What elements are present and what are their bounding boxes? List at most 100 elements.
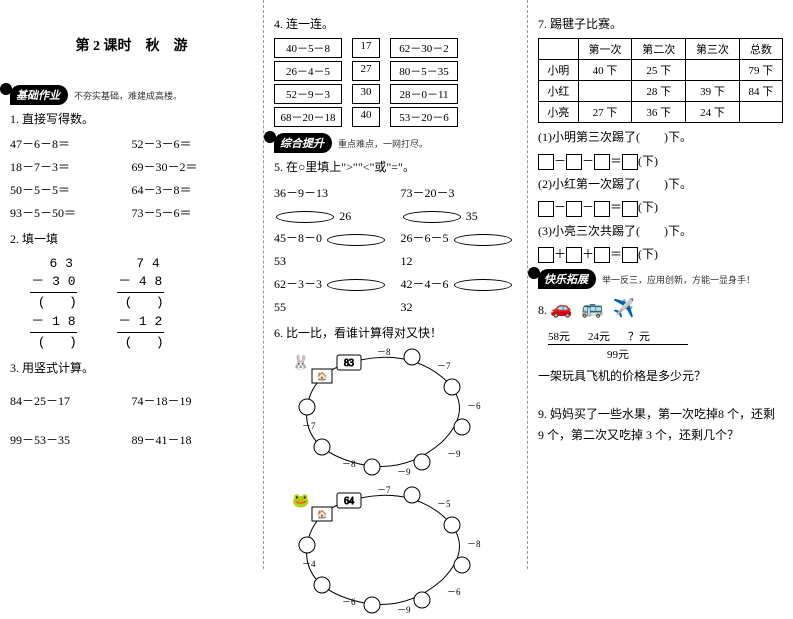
svg-text:🏠: 🏠 bbox=[317, 372, 327, 381]
svg-text:－9: －9 bbox=[397, 605, 411, 615]
table-row: 小明 40 下 25 下 79 下 bbox=[539, 60, 783, 81]
q4-box: 27 bbox=[352, 61, 380, 81]
q2-title: 2. 填一填 bbox=[10, 229, 253, 249]
q4-row: 68－20－18 40 53－20－6 bbox=[274, 107, 517, 127]
q4-title: 4. 连一连。 bbox=[274, 14, 517, 34]
q2-row: ( ) bbox=[30, 334, 77, 352]
q4-box: 28－0－11 bbox=[390, 84, 458, 104]
q3-grid: 84－25－17 74－18－19 99－53－35 89－41－18 bbox=[10, 382, 253, 459]
q4-box: 62－30－2 bbox=[390, 38, 458, 58]
q4-rows: 40－5－8 17 62－30－2 26－4－5 27 80－5－35 52－9… bbox=[274, 38, 517, 127]
q4-box: 80－5－35 bbox=[390, 61, 458, 81]
q2-left: 6 3 － 3 0 ( ) － 1 8 ( ) bbox=[30, 255, 77, 352]
q5-item: 73－20－3 35 bbox=[401, 182, 518, 228]
q6-chain-2: 64 🏠 －7－5－8 －6－9－6 －4 🐸 bbox=[282, 485, 517, 619]
q1-title: 1. 直接写得数。 bbox=[10, 109, 253, 129]
q4-row: 26－4－5 27 80－5－35 bbox=[274, 61, 517, 81]
section-basic: 基础作业 不夯实基础，难建成高楼。 bbox=[10, 85, 253, 105]
price: ？元 bbox=[628, 328, 650, 344]
q3-title: 3. 用竖式计算。 bbox=[10, 358, 253, 378]
svg-text:－7: －7 bbox=[302, 421, 316, 431]
sub-synth: 重点难点，一网打尽。 bbox=[338, 137, 428, 150]
th bbox=[539, 39, 579, 60]
sub-ext: 举一反三，应用创新，方能一显身手！ bbox=[602, 273, 755, 286]
q4-row: 52－9－3 30 28－0－11 bbox=[274, 84, 517, 104]
th: 第二次 bbox=[632, 39, 686, 60]
badge-basic: 基础作业 bbox=[10, 85, 68, 105]
q1-item: 93－5－50＝ bbox=[10, 202, 132, 225]
q2-row: ( ) bbox=[30, 294, 77, 312]
q2-row: － 1 2 bbox=[117, 313, 164, 331]
q4-box: 26－4－5 bbox=[274, 61, 342, 81]
q3-item: 99－53－35 bbox=[10, 421, 132, 459]
q3-item: 84－25－17 bbox=[10, 382, 132, 420]
td: 24 下 bbox=[686, 102, 740, 123]
q7-sub3: (3)小亮三次共踢了( )下。 bbox=[538, 221, 783, 241]
q4-box: 52－9－3 bbox=[274, 84, 342, 104]
start-value: 64 bbox=[344, 496, 354, 507]
td: 小明 bbox=[539, 60, 579, 81]
q5-rows: 36－9－13 2673－20－3 35 45－8－0 5326－6－5 12 … bbox=[274, 182, 517, 319]
badge-ext: 快乐拓展 bbox=[538, 269, 596, 289]
rule bbox=[117, 332, 164, 333]
q2-row: 7 4 bbox=[117, 255, 164, 273]
td: 小亮 bbox=[539, 102, 579, 123]
column-1: 第 2 课时 秋 游 基础作业 不夯实基础，难建成高楼。 1. 直接写得数。 4… bbox=[0, 0, 264, 569]
q5-item: 42－4－6 32 bbox=[401, 273, 518, 319]
section-ext: 快乐拓展 举一反三，应用创新，方能一显身手！ bbox=[538, 269, 783, 289]
table-row: 小亮 27 下 36 下 24 下 bbox=[539, 102, 783, 123]
table-row: 第一次 第二次 第三次 总数 bbox=[539, 39, 783, 60]
q4-box: 53－20－6 bbox=[390, 107, 458, 127]
q2-row: ( ) bbox=[117, 294, 164, 312]
section-synth: 综合提升 重点难点，一网打尽。 bbox=[274, 133, 517, 153]
start-value: 83 bbox=[344, 358, 354, 369]
q7-eq1: －－＝(下) bbox=[538, 152, 783, 170]
plane-icon: ✈️ bbox=[613, 298, 635, 318]
q4-box: 30 bbox=[352, 84, 380, 104]
td: 79 下 bbox=[739, 60, 782, 81]
bus-icon: 🚌 bbox=[581, 298, 603, 318]
svg-text:－7: －7 bbox=[437, 361, 451, 371]
svg-text:－9: －9 bbox=[397, 467, 411, 477]
q1-item: 47－6－8＝ bbox=[10, 133, 132, 156]
badge-synth: 综合提升 bbox=[274, 133, 332, 153]
q7-eq2: －－＝(下) bbox=[538, 198, 783, 216]
td: 40 下 bbox=[578, 60, 632, 81]
td: 小红 bbox=[539, 81, 579, 102]
q1-item: 69－30－2＝ bbox=[132, 156, 254, 179]
svg-text:－9: －9 bbox=[447, 449, 461, 459]
q2-row: － 3 0 bbox=[30, 273, 77, 291]
q3-item: 89－41－18 bbox=[132, 421, 254, 459]
td bbox=[578, 81, 632, 102]
svg-text:－6: －6 bbox=[342, 597, 356, 607]
q7-eq3: ＋＋＝(下) bbox=[538, 245, 783, 263]
unit: (下) bbox=[638, 247, 658, 261]
q5-item: 62－3－3 55 bbox=[274, 273, 391, 319]
q5-item: 45－8－0 53 bbox=[274, 227, 391, 273]
q8-row: 8. 🚗 🚌 ✈️ bbox=[538, 293, 783, 324]
q1-item: 73－5－6＝ bbox=[132, 202, 254, 225]
q1-grid: 47－6－8＝ 52－3－6＝ 18－7－3＝ 69－30－2＝ 50－5－5＝… bbox=[10, 133, 253, 224]
q1-item: 18－7－3＝ bbox=[10, 156, 132, 179]
svg-text:－5: －5 bbox=[437, 499, 451, 509]
unit: (下) bbox=[638, 154, 658, 168]
q1-item: 50－5－5＝ bbox=[10, 179, 132, 202]
svg-text:－6: －6 bbox=[467, 401, 481, 411]
rule bbox=[30, 292, 77, 293]
q7-title: 7. 踢毽子比赛。 bbox=[538, 14, 783, 34]
td bbox=[739, 102, 782, 123]
td: 25 下 bbox=[632, 60, 686, 81]
price: 24元 bbox=[588, 328, 610, 344]
q7-table: 第一次 第二次 第三次 总数 小明 40 下 25 下 79 下 小红 28 下… bbox=[538, 38, 783, 123]
td: 27 下 bbox=[578, 102, 632, 123]
q2-right: 7 4 － 4 8 ( ) － 1 2 ( ) bbox=[117, 255, 164, 352]
th: 第一次 bbox=[578, 39, 632, 60]
worksheet-page: 第 2 课时 秋 游 基础作业 不夯实基础，难建成高楼。 1. 直接写得数。 4… bbox=[0, 0, 793, 569]
q7-sub1: (1)小明第三次踢了( )下。 bbox=[538, 127, 783, 147]
svg-text:－6: －6 bbox=[447, 587, 461, 597]
rule bbox=[30, 332, 77, 333]
q5-item: 26－6－5 12 bbox=[401, 227, 518, 273]
q8-title: 8. bbox=[538, 303, 547, 317]
q4-box: 68－20－18 bbox=[274, 107, 342, 127]
table-row: 小红 28 下 39 下 84 下 bbox=[539, 81, 783, 102]
